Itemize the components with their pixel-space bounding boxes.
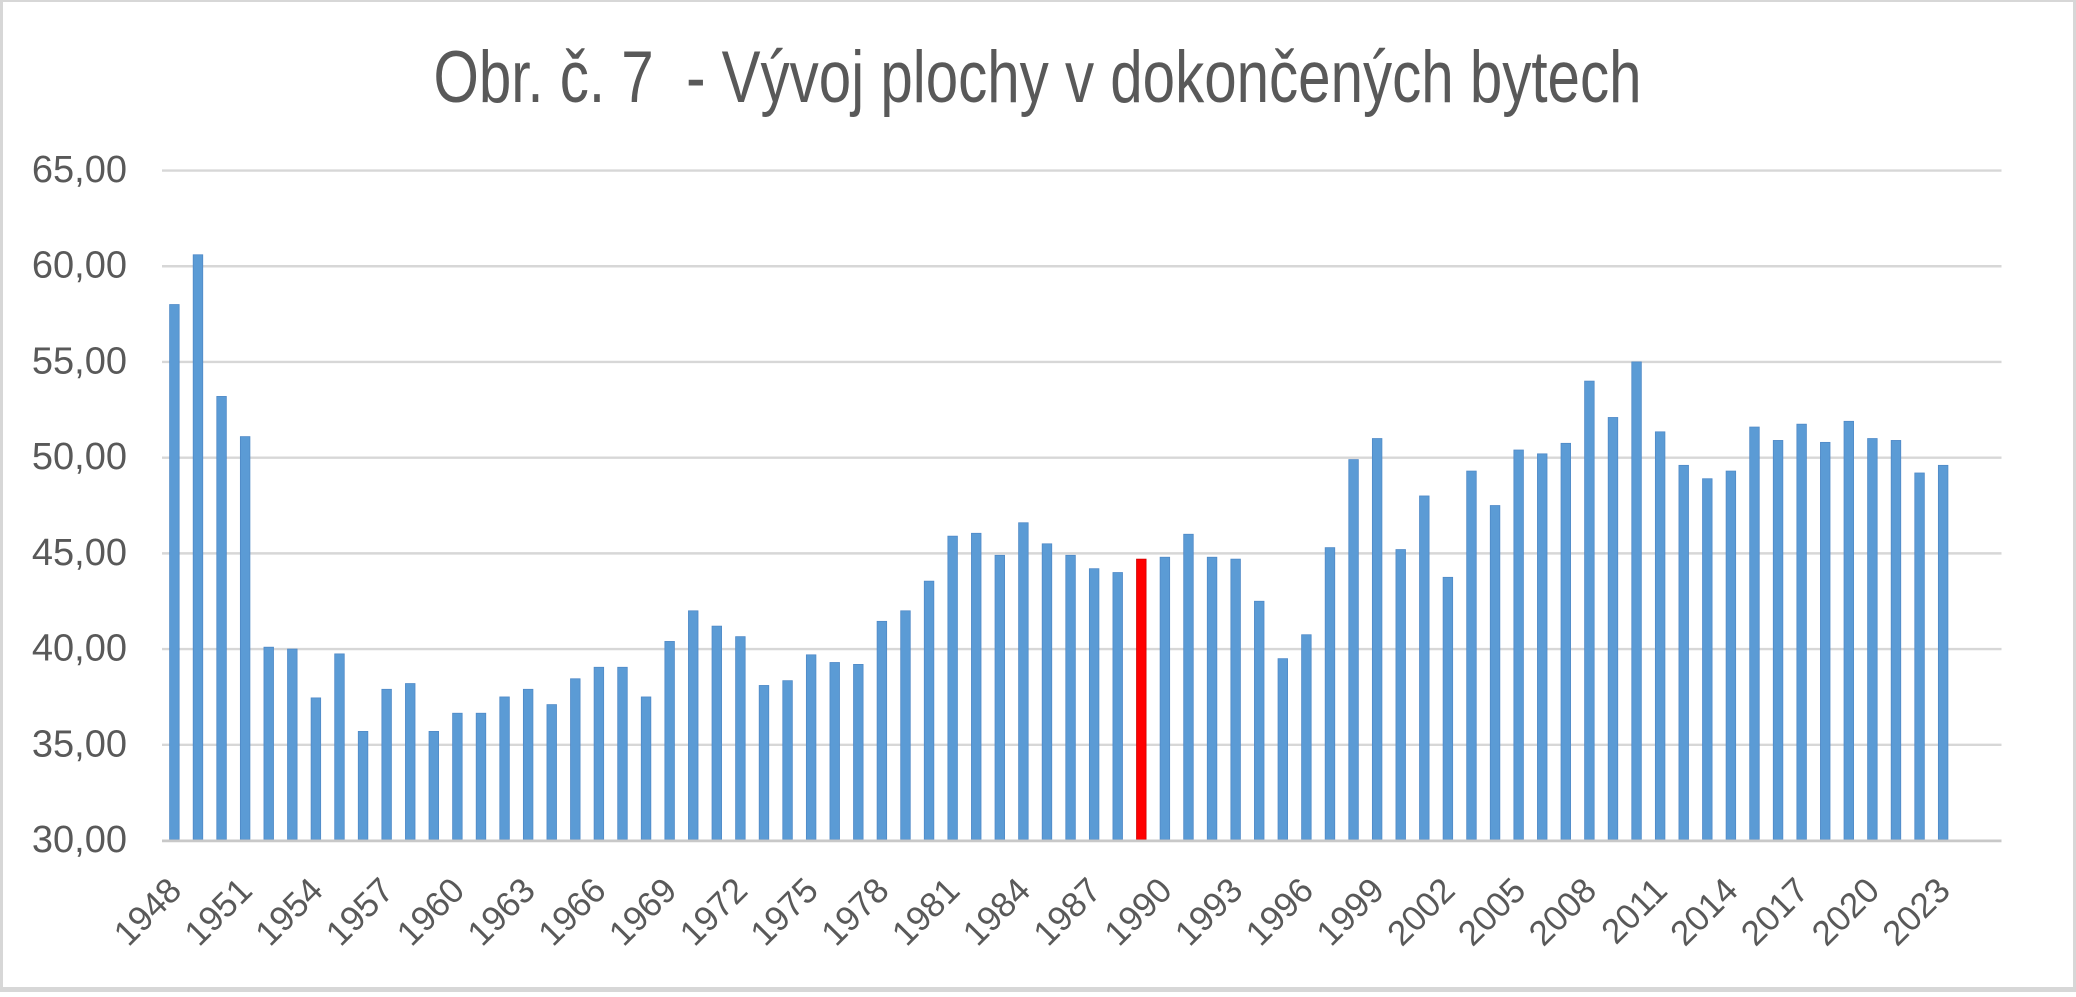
svg-text:30,00: 30,00 <box>32 819 127 861</box>
svg-text:55,00: 55,00 <box>32 340 127 382</box>
svg-text:60,00: 60,00 <box>32 245 127 287</box>
svg-text:50,00: 50,00 <box>32 436 127 478</box>
svg-text:45,00: 45,00 <box>32 532 127 574</box>
svg-text:35,00: 35,00 <box>32 723 127 765</box>
svg-text:Obr. č. 7 - Vývoj plochy v do: Obr. č. 7 - Vývoj plochy v dokončených b… <box>434 37 1642 118</box>
svg-text:40,00: 40,00 <box>32 628 127 670</box>
svg-text:65,00: 65,00 <box>32 149 127 191</box>
